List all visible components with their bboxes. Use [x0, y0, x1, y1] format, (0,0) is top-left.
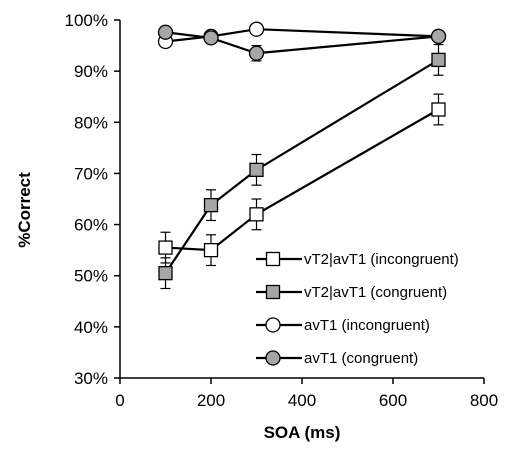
legend-label: vT2|avT1 (incongruent)	[304, 251, 459, 268]
series-line	[164, 58, 440, 274]
x-ticks: 0 200 400 600 800	[115, 378, 498, 410]
data-point	[430, 28, 447, 45]
series-line	[165, 31, 439, 55]
x-tick-label: 200	[197, 391, 225, 410]
legend-item: vT2|avT1 (congruent)	[256, 284, 447, 301]
data-point	[203, 30, 219, 46]
data-point	[249, 207, 264, 222]
x-tick-label: 800	[470, 391, 498, 410]
legend-marker	[265, 251, 281, 267]
y-tick-label: 90%	[74, 62, 108, 81]
y-axis-title: %Correct	[15, 172, 34, 248]
series-0	[160, 93, 444, 267]
x-axis-title: SOA (ms)	[264, 423, 341, 442]
data-point	[431, 52, 446, 68]
data-point	[248, 21, 265, 37]
series-layer	[157, 21, 447, 290]
data-point	[431, 102, 446, 117]
data-point	[158, 266, 173, 281]
y-ticks: 30% 40% 50% 60% 70% 80% 90% 100%	[65, 11, 120, 388]
legend-item: avT1 (incongruent)	[256, 317, 430, 334]
legend-label: vT2|avT1 (congruent)	[304, 284, 447, 301]
legend-marker	[265, 350, 281, 366]
y-tick-label: 80%	[74, 113, 108, 132]
series-2	[160, 23, 444, 48]
legend-marker	[265, 284, 281, 300]
data-point	[203, 242, 219, 258]
legend: vT2|avT1 (incongruent) vT2|avT1 (congruen…	[256, 251, 459, 367]
data-point	[157, 24, 174, 40]
series-line	[165, 28, 439, 43]
legend-item: vT2|avT1 (incongruent)	[256, 251, 459, 268]
y-tick-label: 50%	[74, 267, 108, 286]
data-point	[249, 162, 264, 177]
x-tick-label: 400	[288, 391, 316, 410]
y-tick-label: 40%	[74, 318, 108, 337]
legend-label: avT1 (incongruent)	[304, 317, 430, 334]
plot-area: 30% 40% 50% 60% 70% 80% 90% 100% 0 200 400 600 800	[65, 11, 499, 410]
data-point	[203, 197, 219, 213]
x-tick-label: 600	[379, 391, 407, 410]
data-point	[158, 240, 173, 255]
legend-item: avT1 (congruent)	[256, 350, 418, 367]
y-tick-label: 100%	[65, 11, 108, 30]
y-tick-label: 30%	[74, 369, 108, 388]
x-tick-label: 0	[115, 391, 124, 410]
y-tick-label: 60%	[74, 216, 108, 235]
legend-label: avT1 (congruent)	[304, 350, 418, 367]
data-point	[248, 45, 265, 61]
y-tick-label: 70%	[74, 164, 108, 183]
series-3	[160, 26, 444, 62]
legend-marker	[265, 317, 281, 333]
marker-layer	[157, 21, 447, 281]
series-line	[165, 108, 440, 252]
